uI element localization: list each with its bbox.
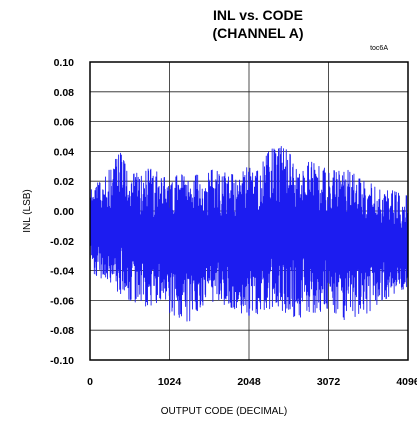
x-tick-label: 4096 bbox=[396, 376, 417, 388]
y-tick-label: -0.02 bbox=[50, 236, 74, 248]
y-axis-label: INL (LSB) bbox=[22, 189, 33, 233]
chart-subtitle: (CHANNEL A) bbox=[213, 25, 304, 41]
x-tick-labels: 0 1024 2048 3072 4096 bbox=[87, 376, 417, 388]
y-tick-label: -0.04 bbox=[50, 266, 74, 278]
figure-code: toc6A bbox=[370, 45, 388, 52]
y-tick-label: 0.10 bbox=[54, 57, 75, 69]
y-tick-label: 0.08 bbox=[54, 87, 75, 99]
y-tick-label: -0.06 bbox=[50, 295, 74, 307]
chart-title: INL vs. CODE bbox=[213, 7, 303, 23]
x-tick-label: 3072 bbox=[317, 376, 341, 388]
x-tick-label: 1024 bbox=[158, 376, 182, 388]
inl-series-line bbox=[89, 146, 409, 322]
x-tick-label: 0 bbox=[87, 376, 93, 388]
y-tick-label: 0.04 bbox=[54, 146, 75, 158]
x-tick-label: 2048 bbox=[237, 376, 261, 388]
plot-area-frame bbox=[89, 61, 409, 361]
y-tick-label: -0.10 bbox=[50, 355, 74, 367]
y-tick-label: -0.08 bbox=[50, 325, 74, 337]
inl-trace bbox=[89, 146, 409, 322]
x-axis-label: OUTPUT CODE (DECIMAL) bbox=[161, 406, 288, 417]
y-tick-label: 0.00 bbox=[54, 206, 75, 218]
y-tick-labels: 0.10 0.08 0.06 0.04 0.02 0.00 -0.02 -0.04 -0.06 -… bbox=[50, 57, 74, 367]
y-tick-label: 0.02 bbox=[54, 176, 75, 188]
y-tick-label: 0.06 bbox=[54, 117, 75, 129]
